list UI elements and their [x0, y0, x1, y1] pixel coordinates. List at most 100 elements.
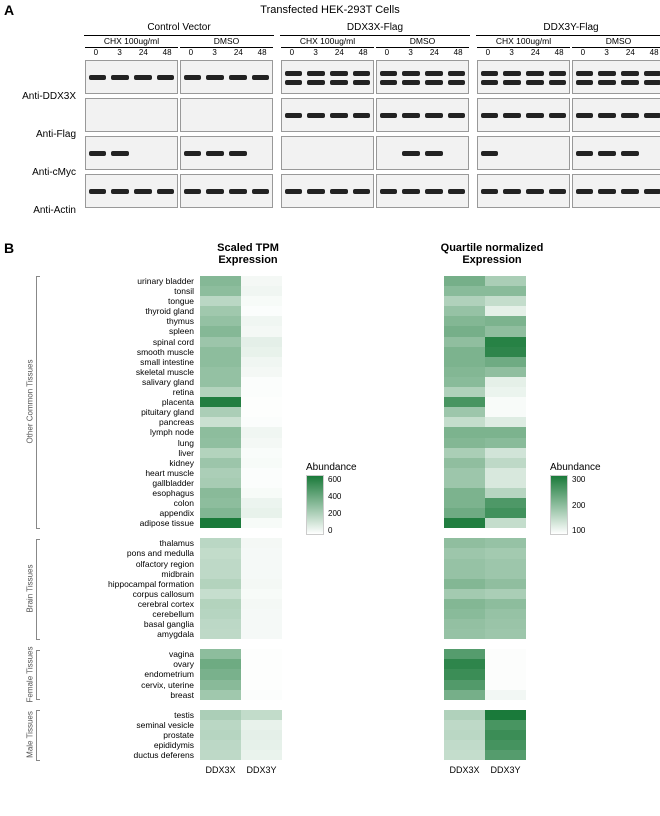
heatmap-row	[200, 599, 282, 609]
blot-row	[84, 136, 274, 170]
heatmap-row	[200, 417, 282, 427]
heatmap-cell	[444, 478, 485, 488]
heatmap-cell	[241, 377, 282, 387]
heatmap-cell	[485, 619, 526, 629]
tissue-label: cervix, uterine	[44, 680, 194, 690]
tissue-label: placenta	[44, 397, 194, 407]
heatmap-cell	[444, 448, 485, 458]
group-title: Control Vector	[84, 22, 274, 36]
heatmap-cell	[200, 296, 241, 306]
heatmap-cell	[200, 326, 241, 336]
heatmap-row	[444, 518, 526, 528]
heatmap-row	[200, 710, 282, 720]
timepoint-label: 24	[132, 48, 156, 59]
heatmap-cell	[241, 579, 282, 589]
heatmap-row	[444, 458, 526, 468]
blot-half	[477, 98, 570, 132]
tissue-label: heart muscle	[44, 468, 194, 478]
heatmap-cell	[241, 306, 282, 316]
heatmap-row	[200, 579, 282, 589]
tissue-label: cerebellum	[44, 609, 194, 619]
legend-tick: 200	[328, 509, 341, 518]
heatmap-row	[200, 478, 282, 488]
blot-half	[376, 60, 469, 94]
heatmap-cell	[241, 276, 282, 286]
tissue-label: ovary	[44, 659, 194, 669]
heatmap-cell	[444, 750, 485, 760]
tissue-label: retina	[44, 387, 194, 397]
heatmap-cell	[200, 407, 241, 417]
heatmap2-title: Quartile normalized Expression	[422, 242, 562, 266]
tissue-label: lymph node	[44, 427, 194, 437]
blot-half	[572, 136, 660, 170]
heatmap-row	[444, 599, 526, 609]
heatmap-row	[200, 438, 282, 448]
heatmap-cell	[444, 730, 485, 740]
heatmap-cell	[485, 750, 526, 760]
heatmap-cell	[241, 740, 282, 750]
heatmap-cell	[444, 276, 485, 286]
heatmap-row	[200, 276, 282, 286]
heatmap-cell	[485, 589, 526, 599]
heatmap-row	[444, 347, 526, 357]
heatmap-cell	[485, 680, 526, 690]
heatmap-cell	[485, 397, 526, 407]
heatmap-cell	[241, 286, 282, 296]
timepoint-label: 48	[155, 48, 179, 59]
section-label: Other Common Tissues	[26, 352, 35, 452]
heatmap-row	[444, 438, 526, 448]
heatmap-cell	[444, 669, 485, 679]
heatmap-row	[444, 569, 526, 579]
heatmap-cell	[241, 669, 282, 679]
heatmap-row	[200, 377, 282, 387]
tissue-label: vagina	[44, 649, 194, 659]
tissue-label: ductus deferens	[44, 750, 194, 760]
timepoint-label: 48	[446, 48, 470, 59]
gene-label: DDX3X	[200, 765, 241, 775]
heatmap-cell	[200, 548, 241, 558]
blot-half	[572, 98, 660, 132]
tissue-label: prostate	[44, 730, 194, 740]
heatmap-cell	[444, 649, 485, 659]
heatmap-cell	[444, 296, 485, 306]
heatmap-row	[200, 458, 282, 468]
blot-half	[281, 174, 374, 208]
heatmap-row	[200, 448, 282, 458]
heatmap-cell	[241, 427, 282, 437]
heatmap-cell	[200, 569, 241, 579]
heatmap-cell	[200, 397, 241, 407]
heatmap-cell	[241, 710, 282, 720]
blot-row	[280, 174, 470, 208]
section-bracket	[36, 710, 40, 761]
blot-half	[85, 174, 178, 208]
heatmap-cell	[200, 619, 241, 629]
heatmap-row	[200, 468, 282, 478]
section-bracket	[36, 276, 40, 529]
blot-half	[281, 60, 374, 94]
tissue-label: midbrain	[44, 569, 194, 579]
heatmap-cell	[444, 367, 485, 377]
tissue-label: colon	[44, 498, 194, 508]
timepoint-label: 3	[399, 48, 423, 59]
heatmap-row	[200, 730, 282, 740]
tissue-label: kidney	[44, 458, 194, 468]
heatmap-row	[200, 750, 282, 760]
heatmap-cell	[485, 377, 526, 387]
heatmap-cell	[200, 458, 241, 468]
heatmap-row	[200, 619, 282, 629]
heatmap-row	[200, 508, 282, 518]
heatmap-tpm	[200, 276, 282, 770]
heatmap-row	[200, 286, 282, 296]
heatmap-cell	[485, 659, 526, 669]
heatmap-cell	[444, 599, 485, 609]
legend-tick: 0	[328, 526, 341, 535]
heatmap-cell	[200, 518, 241, 528]
heatmap-row	[200, 397, 282, 407]
tissue-label: urinary bladder	[44, 276, 194, 286]
antibody-label: Anti-Flag	[10, 117, 80, 151]
heatmap-cell	[241, 397, 282, 407]
heatmap-row	[200, 538, 282, 548]
heatmap-cell	[200, 306, 241, 316]
heatmap-cell	[200, 649, 241, 659]
blot-row	[476, 98, 660, 132]
